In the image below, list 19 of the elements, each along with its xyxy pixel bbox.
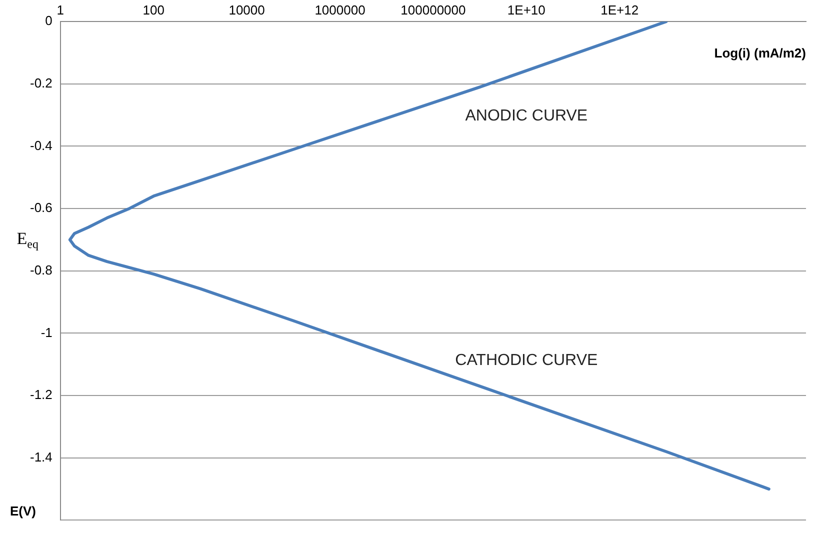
annotation: ANODIC CURVE — [465, 108, 588, 125]
y-tick-label: 0 — [45, 13, 52, 28]
x-tick-label: 1000000 — [314, 2, 366, 18]
x-tick-label: 1E+12 — [600, 2, 639, 18]
y-tick-label: -1.2 — [30, 387, 52, 402]
y-tick-label: -1 — [40, 324, 52, 340]
y-tick-label: -0.4 — [30, 138, 52, 153]
y-tick-label: -0.8 — [30, 262, 52, 278]
y-tick-label: -0.6 — [30, 200, 52, 216]
y-tick-label: -0.2 — [30, 76, 52, 91]
x-tick-label: 10000 — [228, 2, 265, 18]
y-axis-title: E(V) — [10, 503, 36, 518]
x-tick-label: 1 — [56, 2, 64, 18]
y-tick-label: -1.4 — [30, 449, 52, 464]
x-tick-label: 100000000 — [400, 2, 466, 18]
x-tick-label: 100 — [142, 2, 164, 18]
x-tick-label: 1E+10 — [507, 2, 546, 18]
annotation: CATHODIC CURVE — [455, 352, 598, 370]
x-axis-title: Log(i) (mA/m2) — [714, 46, 806, 61]
